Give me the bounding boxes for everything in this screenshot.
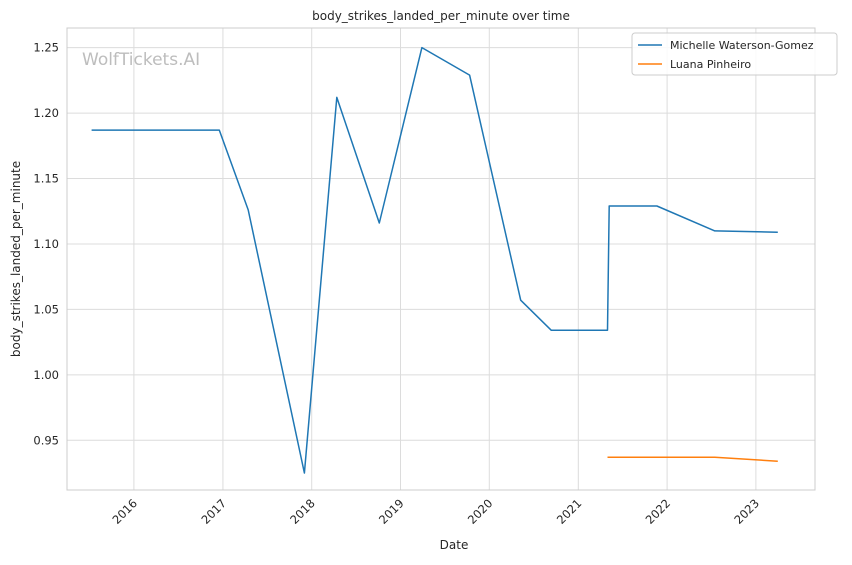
y-tick-label: 0.95 (33, 433, 59, 447)
x-axis-label: Date (440, 538, 469, 552)
y-tick-label: 1.25 (33, 41, 59, 55)
x-tick-label: 2021 (554, 496, 585, 527)
y-tick-label: 1.15 (33, 172, 59, 186)
x-tick-label: 2023 (731, 496, 762, 527)
x-tick-label: 2017 (198, 496, 229, 527)
x-tick-label: 2020 (465, 496, 496, 527)
legend-label-waterson-gomez: Michelle Waterson-Gomez (670, 39, 814, 52)
y-tick-label: 1.10 (33, 237, 59, 251)
x-tick-label: 2022 (643, 496, 674, 527)
plot-background (67, 28, 815, 490)
series-line-2 (607, 456, 778, 462)
plot-frame (66, 27, 816, 491)
legend-box (631, 32, 838, 76)
y-axis-label: body_strikes_landed_per_minute (9, 161, 23, 357)
legend: Michelle Waterson-Gomez Luana Pinheiro (631, 32, 838, 76)
legend-label-pinheiro: Luana Pinheiro (670, 58, 751, 71)
watermark: WolfTickets.AI (82, 50, 200, 70)
grid-lines (67, 28, 815, 490)
series-line-1 (91, 46, 778, 474)
x-tick-label: 2019 (376, 496, 407, 527)
series-lines (91, 46, 778, 474)
x-tick-label: 2016 (109, 496, 140, 527)
chart-title: body_strikes_landed_per_minute over time (312, 9, 570, 23)
x-tick-label: 2018 (287, 496, 318, 527)
y-tick-label: 1.05 (33, 302, 59, 316)
y-tick-label: 1.20 (33, 106, 59, 120)
y-tick-label: 1.00 (33, 368, 59, 382)
